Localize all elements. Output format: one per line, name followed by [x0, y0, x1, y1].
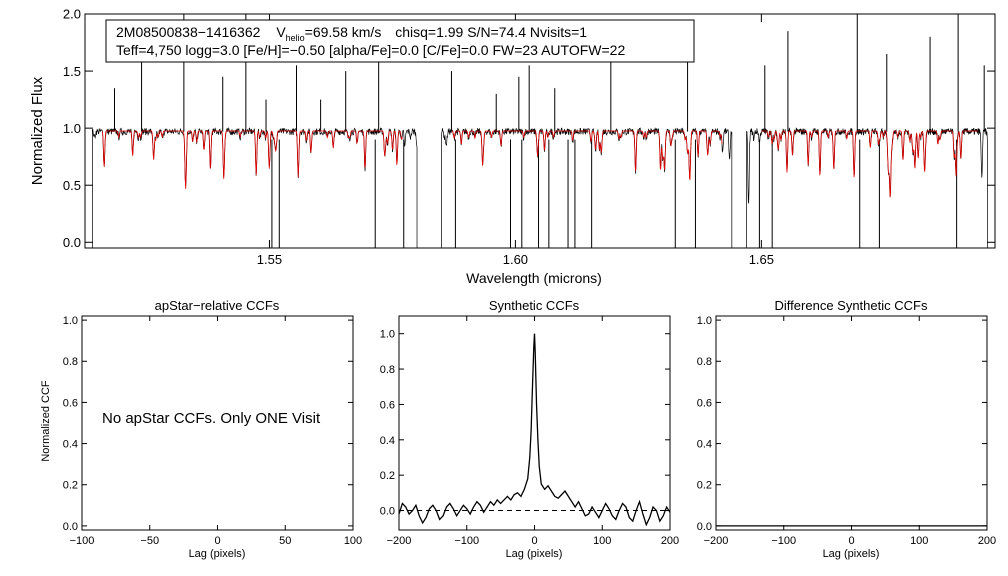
synthetic-ccf-y-tick-label: 0.4: [380, 435, 395, 447]
spectrum-panel: 1.55 1.60 1.65 0.0 0.5 1.0 1.5 2.0 Wavelength …: [29, 7, 996, 286]
synthetic-ccf-x-tick-label: −100: [454, 535, 479, 547]
spectrum-y-tick-label: 0.5: [63, 178, 81, 193]
spectrum-x-tick-label: 1.55: [257, 252, 282, 267]
difference-ccf-y-tick-label: 0.0: [697, 521, 712, 533]
spectrum-y-ticks: 0.0 0.5 1.0 1.5 2.0: [63, 7, 995, 250]
apstar-ccf-x-tick-label: 100: [344, 535, 362, 547]
apstar-ccf-panel: apStar−relative CCFs −100 −50 0 50 100 0.00.…: [40, 298, 362, 560]
spectrum-plot-frame: [84, 13, 996, 249]
spectrum-x-tick-label: 1.60: [503, 252, 528, 267]
difference-ccf-title: Difference Synthetic CCFs: [775, 298, 928, 313]
difference-ccf-x-tick-label: 200: [978, 535, 996, 547]
observed-spectrum-chip-2: [441, 127, 733, 248]
apstar-ccf-y-tick-label: 0.2: [63, 480, 78, 492]
synthetic-ccf-panel: Synthetic CCFs −200 −100 0 100 200 0.0 0.2 0.4…: [380, 298, 679, 560]
apstar-ccf-y-tick-label: 0.0: [63, 521, 78, 533]
legend-stats: chisq=1.99 S/N=74.4 Nvisits=1: [395, 24, 587, 40]
apstar-ccf-x-ticks: −100 −50 0 50 100: [70, 316, 362, 547]
synthetic-ccf-y-tick-label: 0.6: [380, 399, 395, 411]
spectrum-legend: 2M08500838−1416362 Vhelio=69.58 km/s chi…: [105, 19, 695, 63]
difference-ccf-x-ticks: −200 −100 0 100 200: [704, 316, 996, 547]
spectrum-y-axis-label: Normalized Flux: [29, 76, 46, 185]
legend-line-2: Teff=4,750 logg=3.0 [Fe/H]=−0.50 [alpha/…: [116, 42, 625, 58]
legend-box: [105, 19, 695, 63]
difference-ccf-y-tick-label: 0.6: [697, 397, 712, 409]
apstar-ccf-x-axis-label: Lag (pixels): [189, 548, 246, 560]
observed-spectrum-chip-1: [92, 127, 418, 248]
apstar-ccf-y-ticks: 0.0 0.2 0.4 0.6 0.8 1.0: [63, 315, 353, 533]
synthetic-ccf-line: [398, 333, 671, 527]
apstar-ccf-x-tick-label: −50: [140, 535, 159, 547]
synthetic-ccf-y-tick-label: 0.8: [380, 364, 395, 376]
difference-ccf-y-tick-label: 1.0: [697, 315, 712, 327]
model-spectrum-series: [101, 130, 978, 198]
spectrum-x-ticks: 1.55 1.60 1.65: [257, 14, 774, 267]
synthetic-ccf-y-tick-label: 0.0: [380, 506, 395, 518]
synthetic-ccf-title: Synthetic CCFs: [489, 298, 580, 313]
legend-v-value: =69.58 km/s: [305, 24, 382, 40]
difference-ccf-x-tick-label: 100: [910, 535, 928, 547]
spectrum-y-tick-label: 2.0: [63, 7, 81, 22]
legend-v-subscript: helio: [286, 33, 305, 43]
difference-ccf-panel: Difference Synthetic CCFs −200 −100 0 100 20…: [697, 298, 996, 560]
synthetic-ccf-series: [398, 333, 671, 527]
spectrum-y-tick-label: 1.0: [63, 121, 81, 136]
apstar-ccf-x-tick-label: −100: [70, 535, 95, 547]
apstar-ccf-y-tick-label: 1.0: [63, 315, 78, 327]
apstar-ccf-title: apStar−relative CCFs: [155, 298, 280, 313]
model-spectrum-chip-1: [101, 130, 403, 189]
apstar-ccf-y-tick-label: 0.6: [63, 397, 78, 409]
spectrum-x-axis-label: Wavelength (microns): [466, 270, 602, 286]
synthetic-ccf-x-tick-label: −200: [387, 535, 412, 547]
apstar-ccf-y-axis-label: Normalized CCF: [40, 380, 52, 462]
synthetic-ccf-y-tick-label: 1.0: [380, 329, 395, 341]
difference-ccf-y-tick-label: 0.2: [697, 480, 712, 492]
apstar-ccf-x-tick-label: 50: [279, 535, 291, 547]
apstar-ccf-x-tick-label: 0: [214, 535, 220, 547]
model-spectrum-chip-2: [451, 130, 723, 181]
difference-ccf-y-ticks: 0.0 0.2 0.4 0.6 0.8 1.0: [697, 315, 987, 533]
apstar-ccf-annotation: No apStar CCFs. Only ONE Visit: [102, 410, 321, 427]
difference-ccf-x-tick-label: −100: [771, 535, 796, 547]
synthetic-ccf-x-tick-label: 100: [593, 535, 611, 547]
difference-ccf-x-tick-label: 0: [848, 535, 854, 547]
synthetic-ccf-y-tick-label: 0.2: [380, 470, 395, 482]
synthetic-ccf-x-axis-label: Lag (pixels): [506, 548, 563, 560]
synthetic-ccf-x-tick-label: 0: [531, 535, 537, 547]
apstar-ccf-y-tick-label: 0.4: [63, 439, 78, 451]
legend-star-id: 2M08500838−1416362: [116, 24, 261, 40]
difference-ccf-x-tick-label: −200: [704, 535, 729, 547]
spectrum-x-tick-label: 1.65: [749, 252, 774, 267]
synthetic-ccf-y-ticks: 0.0 0.2 0.4 0.6 0.8 1.0: [380, 329, 670, 518]
legend-v-label: V: [276, 24, 286, 40]
model-spectrum-chip-3: [761, 130, 978, 198]
synthetic-ccf-x-ticks: −200 −100 0 100 200: [387, 316, 679, 547]
observed-spectrum-chip-3: [746, 127, 988, 248]
spectrum-y-tick-label: 0.0: [63, 235, 81, 250]
synthetic-ccf-x-tick-label: 200: [661, 535, 679, 547]
difference-ccf-plot-frame: [715, 315, 988, 531]
difference-ccf-y-tick-label: 0.8: [697, 356, 712, 368]
difference-ccf-y-tick-label: 0.4: [697, 439, 712, 451]
legend-line-1: 2M08500838−1416362 Vhelio=69.58 km/s chi…: [116, 24, 587, 43]
observed-spectrum-series: [92, 14, 988, 248]
spectrum-y-tick-label: 1.5: [63, 64, 81, 79]
difference-ccf-x-axis-label: Lag (pixels): [823, 548, 880, 560]
apstar-ccf-y-tick-label: 0.8: [63, 356, 78, 368]
